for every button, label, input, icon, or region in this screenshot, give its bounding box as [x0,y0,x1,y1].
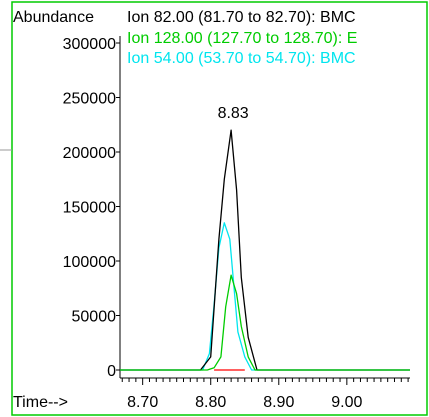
y-axis-label: Abundance [13,9,94,26]
x-tick-label: 8.90 [263,394,294,411]
x-tick-label: 8.80 [195,394,226,411]
y-tick-label: 200000 [63,145,116,162]
y-tick-label: 300000 [63,36,116,53]
y-tick-label: 100000 [63,254,116,271]
y-tick-label: 0 [107,363,116,380]
peak-label: 8.83 [218,105,249,122]
y-axis: 0 50000 100000 150000 200000 250000 300000 [63,36,121,380]
legend-entry-2: Ion 128.00 (127.70 to 128.70): E [127,30,357,47]
series-line-3 [120,222,410,371]
annotations: 8.83 [218,105,249,122]
y-tick-label: 50000 [72,309,117,326]
legend: Ion 82.00 (81.70 to 82.70): BMC Ion 128.0… [127,9,357,67]
outer-border [11,1,428,416]
x-tick-label: 8.70 [127,394,158,411]
series-line-1 [120,129,410,371]
y-tick-label: 250000 [63,91,116,108]
series-line-2 [120,274,410,371]
legend-entry-3: Ion 54.00 (53.70 to 54.70): BMC [127,50,356,67]
y-tick-label: 150000 [63,200,116,217]
plot-area [120,129,410,371]
x-tick-label: 9.00 [331,394,362,411]
x-axis: 8.70 8.80 8.90 9.00 [120,377,410,411]
legend-entry-1: Ion 82.00 (81.70 to 82.70): BMC [127,9,356,26]
x-axis-label: Time--> [13,394,68,411]
